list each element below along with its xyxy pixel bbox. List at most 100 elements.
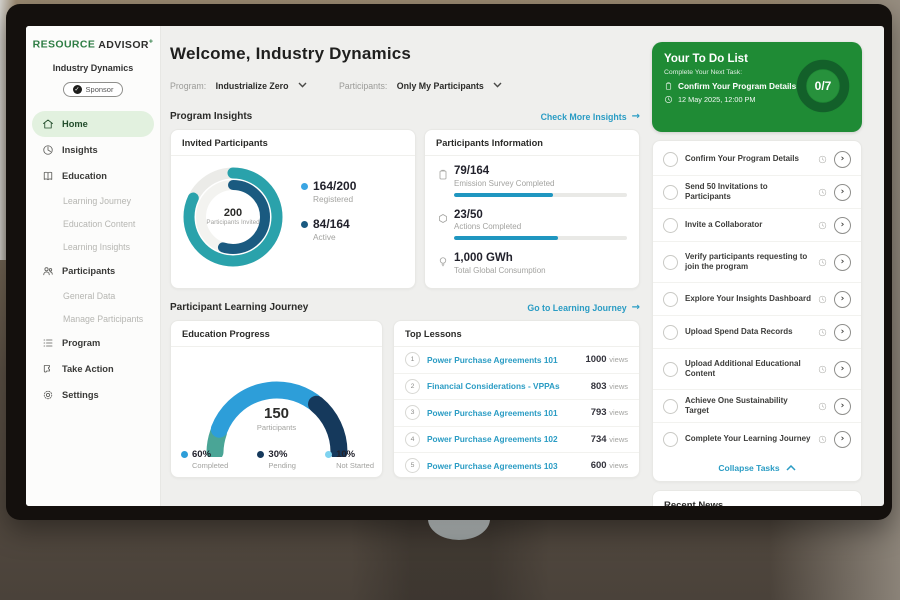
task-open-button[interactable]: › [834, 323, 851, 341]
lesson-rank: 2 [405, 378, 420, 394]
task-open-button[interactable]: › [834, 430, 851, 448]
task-item[interactable]: Confirm Your Program Details › [653, 143, 861, 176]
top-lessons-card: Top Lessons 1 Power Purchase Agreements … [393, 320, 640, 478]
sidebar-item-settings[interactable]: Settings [26, 382, 160, 408]
invited-donut-chart: 200 Participants Invited [177, 161, 289, 273]
participants-dropdown-label: Participants: [338, 81, 388, 91]
task-checkbox[interactable] [663, 398, 678, 414]
sidebar-item-program[interactable]: Program [26, 330, 160, 356]
metric-actions: 23/50 Actions Completed [437, 209, 627, 241]
consumption-label: Total Global Consumption [454, 265, 546, 275]
task-checkbox[interactable] [663, 291, 678, 307]
clock-icon [818, 295, 827, 304]
lesson-link[interactable]: Power Purchase Agreements 101 [427, 354, 558, 365]
task-checkbox[interactable] [663, 151, 678, 167]
lesson-row: 4 Power Purchase Agreements 102 734 view… [394, 427, 639, 453]
task-open-button[interactable]: › [834, 397, 851, 415]
sidebar-item-insights[interactable]: Insights [26, 137, 160, 163]
lesson-views: 734 [590, 433, 607, 445]
filter-bar: Program: Industrialize Zero Participants… [170, 75, 640, 94]
collapse-tasks-link[interactable]: Collapse Tasks [653, 455, 861, 481]
lesson-row: 3 Power Purchase Agreements 101 793 view… [394, 400, 639, 427]
todo-datetime: 12 May 2025, 12:00 PM [678, 95, 756, 104]
sidebar-item-label: Home [62, 119, 88, 129]
sidebar-item-education-content[interactable]: Education Content [26, 212, 160, 235]
task-checkbox[interactable] [663, 431, 678, 447]
clock-icon [818, 258, 827, 267]
task-item[interactable]: Explore Your Insights Dashboard › [653, 283, 861, 316]
sidebar-item-participants[interactable]: Participants [26, 258, 160, 284]
task-label: Upload Spend Data Records [685, 326, 793, 336]
sidebar-item-label: Settings [62, 390, 99, 400]
sidebar-item-general-data[interactable]: General Data [26, 284, 160, 307]
task-open-button[interactable]: › [834, 360, 851, 378]
task-item[interactable]: Complete Your Learning Journey › [653, 423, 861, 455]
task-checkbox[interactable] [663, 324, 678, 340]
todo-task-list: Confirm Your Program Details › Send 50 I… [652, 140, 862, 482]
check-more-insights-link[interactable]: Check More Insights → [541, 111, 640, 122]
sidebar-item-learning-insights[interactable]: Learning Insights [26, 235, 160, 258]
legend-dot-completed [181, 451, 188, 458]
task-item[interactable]: Achieve One Sustainability Target › [653, 390, 861, 423]
sidebar-item-education[interactable]: Education [26, 163, 160, 189]
task-item[interactable]: Verify participants requesting to join t… [653, 242, 861, 283]
task-checkbox[interactable] [663, 217, 678, 233]
legend-registered: 164/200 Registered [301, 179, 356, 204]
task-open-button[interactable]: › [834, 150, 851, 168]
invited-legend: 164/200 Registered 84/164 Active [301, 179, 356, 255]
participants-dropdown[interactable]: Participants: Only My Participants [339, 75, 502, 94]
education-gauge-chart: 150 Participants 60% Completed [171, 347, 382, 475]
task-label: Invite a Collaborator [685, 219, 763, 229]
sidebar-item-label: Take Action [62, 364, 114, 374]
sidebar: RESOURCE ADVISOR+ Industry Dynamics ✓ Sp… [26, 26, 161, 506]
sidebar-item-label: Learning Journey [63, 195, 131, 206]
sidebar-item-label: Participants [62, 266, 116, 276]
sidebar-item-label: Program [62, 338, 101, 348]
views-label: views [609, 381, 628, 391]
chevron-down-icon [298, 75, 307, 93]
task-open-button[interactable]: › [834, 216, 851, 234]
sidebar-item-home[interactable]: Home [32, 111, 154, 137]
recent-news-title: Recent News [664, 500, 724, 506]
sponsor-badge[interactable]: ✓ Sponsor [62, 82, 124, 97]
go-to-learning-journey-link[interactable]: Go to Learning Journey → [527, 302, 640, 313]
education-progress-title: Education Progress [171, 321, 382, 347]
views-label: views [609, 461, 628, 471]
program-icon [41, 337, 54, 349]
task-checkbox[interactable] [663, 361, 678, 377]
settings-icon [41, 389, 54, 401]
task-open-button[interactable]: › [834, 253, 851, 271]
lesson-link[interactable]: Power Purchase Agreements 103 [427, 460, 558, 471]
task-item[interactable]: Send 50 Invitations to Participants › [653, 176, 861, 209]
program-dropdown-label: Program: [170, 81, 207, 91]
program-dropdown-value: Industrialize Zero [215, 81, 289, 91]
lesson-link[interactable]: Power Purchase Agreements 101 [427, 407, 558, 418]
sidebar-item-learning-journey[interactable]: Learning Journey [26, 189, 160, 212]
participants-icon [41, 265, 54, 277]
task-item[interactable]: Upload Additional Educational Content › [653, 349, 861, 390]
program-dropdown[interactable]: Program: Industrialize Zero [170, 75, 307, 94]
sidebar-item-take-action[interactable]: Take Action [26, 356, 160, 382]
lesson-link[interactable]: Power Purchase Agreements 102 [427, 434, 558, 445]
task-item[interactable]: Invite a Collaborator › [653, 209, 861, 242]
gauge-center-value: 150 [263, 405, 290, 422]
sidebar-item-manage-participants[interactable]: Manage Participants [26, 307, 160, 330]
gauge-center-label: Participants [256, 423, 297, 432]
emission-survey-value: 79/164 [454, 165, 490, 177]
sponsor-icon: ✓ [72, 85, 82, 94]
lesson-row: 1 Power Purchase Agreements 101 1000 vie… [394, 347, 639, 374]
task-checkbox[interactable] [663, 184, 678, 200]
todo-panel: Your To Do List Complete Your Next Task:… [652, 42, 862, 506]
lesson-views: 600 [590, 460, 607, 472]
task-checkbox[interactable] [663, 254, 678, 270]
legend-active: 84/164 Active [301, 217, 356, 242]
active-value: 84/164 [313, 217, 350, 231]
task-item[interactable]: Upload Spend Data Records › [653, 316, 861, 349]
sidebar-item-label: Manage Participants [63, 313, 144, 324]
lesson-link[interactable]: Financial Considerations - VPPAs [427, 381, 560, 392]
active-label: Active [313, 232, 336, 242]
task-open-button[interactable]: › [834, 183, 851, 201]
task-open-button[interactable]: › [834, 290, 851, 308]
top-lessons-list: 1 Power Purchase Agreements 101 1000 vie… [394, 347, 639, 479]
